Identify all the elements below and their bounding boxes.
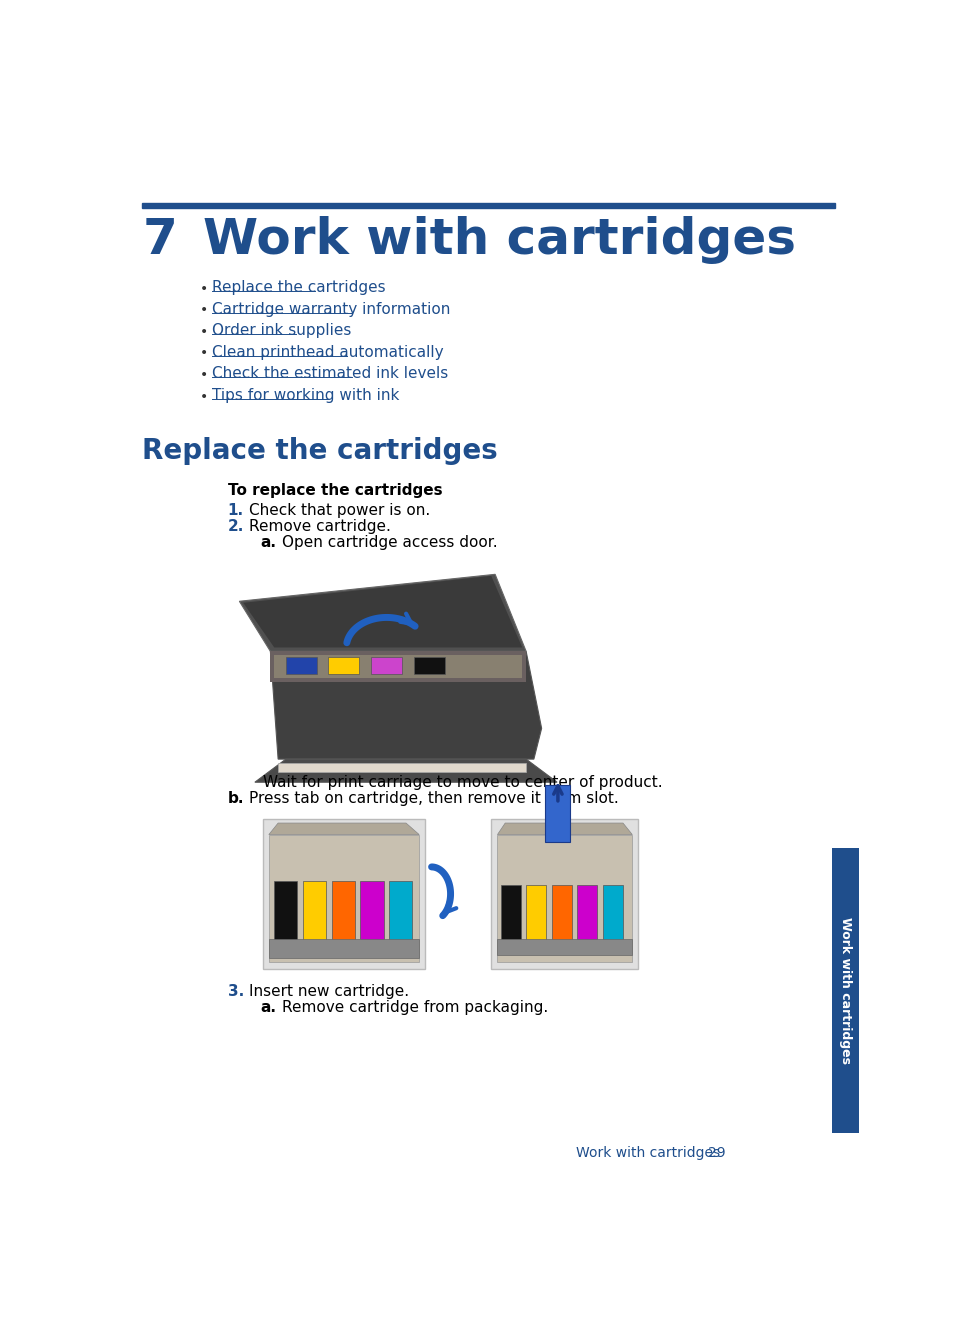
Bar [269,938,418,958]
Text: Check the estimated ink levels: Check the estimated ink levels [212,366,448,382]
Text: Work with cartridges: Work with cartridges [838,917,851,1063]
Bar [831,848,858,1132]
Bar [577,885,597,950]
Polygon shape [270,651,525,682]
Text: Work with cartridges: Work with cartridges [576,1145,720,1160]
Ellipse shape [283,740,520,764]
Bar [332,881,355,942]
Polygon shape [243,576,521,647]
Text: 1.: 1. [228,503,244,518]
Bar [545,785,570,843]
Text: •: • [199,390,208,403]
Text: Clean printhead automatically: Clean printhead automatically [212,345,443,359]
Text: 7: 7 [142,217,177,264]
Polygon shape [269,823,418,835]
Bar [371,658,402,675]
Text: •: • [199,369,208,382]
Text: Work with cartridges: Work with cartridges [203,217,795,264]
Text: Replace the cartridges: Replace the cartridges [212,280,385,295]
Bar [303,881,326,950]
Text: Remove cartridge from packaging.: Remove cartridge from packaging. [282,1000,548,1015]
Bar [500,885,520,942]
Text: 2.: 2. [228,519,244,534]
Text: Tips for working with ink: Tips for working with ink [212,388,399,403]
Text: 29: 29 [707,1145,725,1160]
Bar [551,885,571,942]
Text: •: • [199,325,208,339]
Text: a.: a. [260,535,276,550]
Text: Open cartridge access door.: Open cartridge access door. [282,535,497,550]
Bar [602,885,622,942]
Text: Press tab on cartridge, then remove it from slot.: Press tab on cartridge, then remove it f… [249,791,618,806]
Text: •: • [199,304,208,317]
Bar [414,658,444,675]
Polygon shape [239,575,525,651]
Bar [262,819,425,970]
Text: Cartridge warranty information: Cartridge warranty information [212,301,450,317]
Bar [497,938,632,955]
Bar [142,203,835,207]
Bar [274,881,297,942]
Text: Wait for print carriage to move to center of product.: Wait for print carriage to move to cente… [262,774,661,790]
Text: 3.: 3. [228,984,244,999]
Text: Insert new cartridge.: Insert new cartridge. [249,984,409,999]
Bar [274,655,521,678]
Polygon shape [270,651,541,760]
Bar [328,658,359,675]
Bar [269,835,418,962]
Text: •: • [199,346,208,361]
Text: b.: b. [228,791,244,806]
Bar [360,881,383,950]
Text: Check that power is on.: Check that power is on. [249,503,430,518]
Bar [497,835,632,962]
Text: Replace the cartridges: Replace the cartridges [142,437,497,465]
Bar [278,764,525,773]
Text: a.: a. [260,1000,276,1015]
Polygon shape [254,760,557,782]
Text: To replace the cartridges: To replace the cartridges [228,483,442,498]
Text: •: • [199,281,208,296]
Polygon shape [497,823,632,835]
Text: Remove cartridge.: Remove cartridge. [249,519,391,534]
Text: Order ink supplies: Order ink supplies [212,324,352,338]
Bar [525,885,546,950]
Bar [389,881,412,942]
Bar [286,658,316,675]
Bar [491,819,638,970]
